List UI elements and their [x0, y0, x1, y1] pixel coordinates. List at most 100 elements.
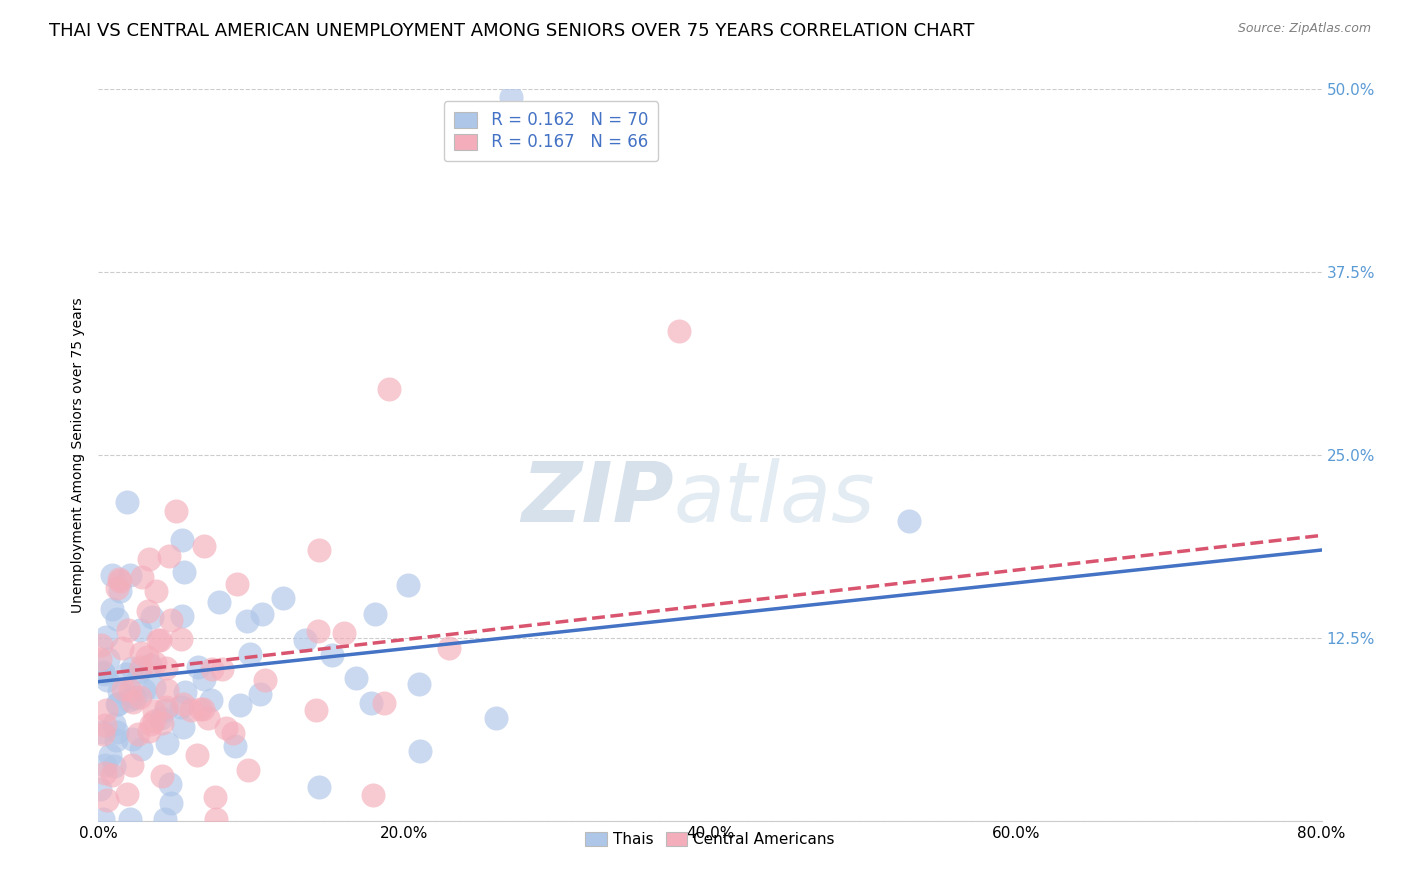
Point: [308, 780, 330, 794]
Point: [117, 494, 139, 508]
Point: [93, 757, 115, 772]
Point: [159, 777, 181, 791]
Point: [124, 691, 146, 706]
Point: [93, 727, 115, 741]
Point: [211, 662, 233, 676]
Point: [321, 648, 343, 662]
Point: [146, 632, 169, 647]
Point: [170, 700, 193, 714]
Point: [139, 658, 162, 673]
Point: [136, 649, 159, 664]
Point: [193, 672, 215, 686]
Point: [145, 583, 167, 598]
Point: [138, 724, 160, 739]
Point: [129, 646, 152, 660]
Point: [132, 683, 155, 698]
Point: [143, 656, 166, 670]
Point: [193, 539, 215, 553]
Point: [98, 748, 121, 763]
Point: [100, 768, 122, 782]
Point: [143, 680, 166, 694]
Point: [188, 702, 211, 716]
Point: [378, 382, 401, 396]
Point: [215, 721, 238, 735]
Point: [141, 610, 163, 624]
Point: [204, 790, 226, 805]
Point: [103, 716, 125, 731]
Point: [117, 623, 139, 637]
Point: [96, 793, 118, 807]
Point: [150, 715, 173, 730]
Point: [129, 659, 152, 673]
Point: [408, 676, 430, 690]
Point: [96, 673, 118, 687]
Point: [252, 607, 274, 621]
Point: [160, 797, 183, 811]
Point: [501, 89, 523, 103]
Point: [224, 739, 246, 753]
Point: [108, 684, 131, 698]
Point: [236, 764, 259, 778]
Point: [373, 696, 395, 710]
Point: [115, 667, 138, 681]
Point: [89, 781, 111, 796]
Text: atlas: atlas: [673, 458, 875, 540]
Point: [94, 766, 117, 780]
Point: [172, 697, 194, 711]
Point: [138, 551, 160, 566]
Point: [105, 581, 128, 595]
Point: [187, 659, 209, 673]
Point: [90, 725, 112, 739]
Point: [308, 542, 330, 557]
Point: [396, 578, 419, 592]
Point: [111, 640, 134, 655]
Point: [127, 727, 149, 741]
Point: [897, 514, 920, 528]
Point: [110, 583, 132, 598]
Point: [149, 632, 172, 647]
Point: [160, 613, 183, 627]
Point: [108, 572, 131, 586]
Point: [122, 695, 145, 709]
Point: [155, 682, 177, 697]
Point: [249, 687, 271, 701]
Point: [129, 623, 152, 637]
Point: [121, 758, 143, 772]
Point: [118, 682, 141, 697]
Point: [91, 665, 114, 680]
Point: [103, 758, 125, 772]
Point: [105, 698, 128, 712]
Point: [94, 703, 117, 717]
Point: [118, 567, 141, 582]
Point: [120, 812, 142, 826]
Point: [174, 685, 197, 699]
Point: [155, 703, 177, 717]
Point: [294, 633, 316, 648]
Y-axis label: Unemployment Among Seniors over 75 years: Unemployment Among Seniors over 75 years: [72, 297, 86, 613]
Point: [101, 568, 124, 582]
Point: [118, 693, 141, 707]
Point: [93, 718, 115, 732]
Point: [344, 671, 367, 685]
Point: [89, 652, 111, 666]
Point: [170, 533, 193, 547]
Point: [141, 716, 163, 731]
Point: [180, 703, 202, 717]
Legend: Thais, Central Americans: Thais, Central Americans: [579, 825, 841, 854]
Point: [128, 665, 150, 679]
Point: [170, 632, 193, 646]
Point: [129, 690, 152, 705]
Point: [155, 661, 177, 675]
Point: [104, 733, 127, 747]
Point: [94, 631, 117, 645]
Point: [142, 704, 165, 718]
Point: [173, 565, 195, 579]
Point: [239, 647, 262, 661]
Point: [271, 591, 294, 605]
Point: [236, 614, 259, 628]
Point: [186, 747, 208, 762]
Point: [101, 601, 124, 615]
Point: [131, 742, 153, 756]
Point: [115, 787, 138, 801]
Point: [90, 639, 112, 653]
